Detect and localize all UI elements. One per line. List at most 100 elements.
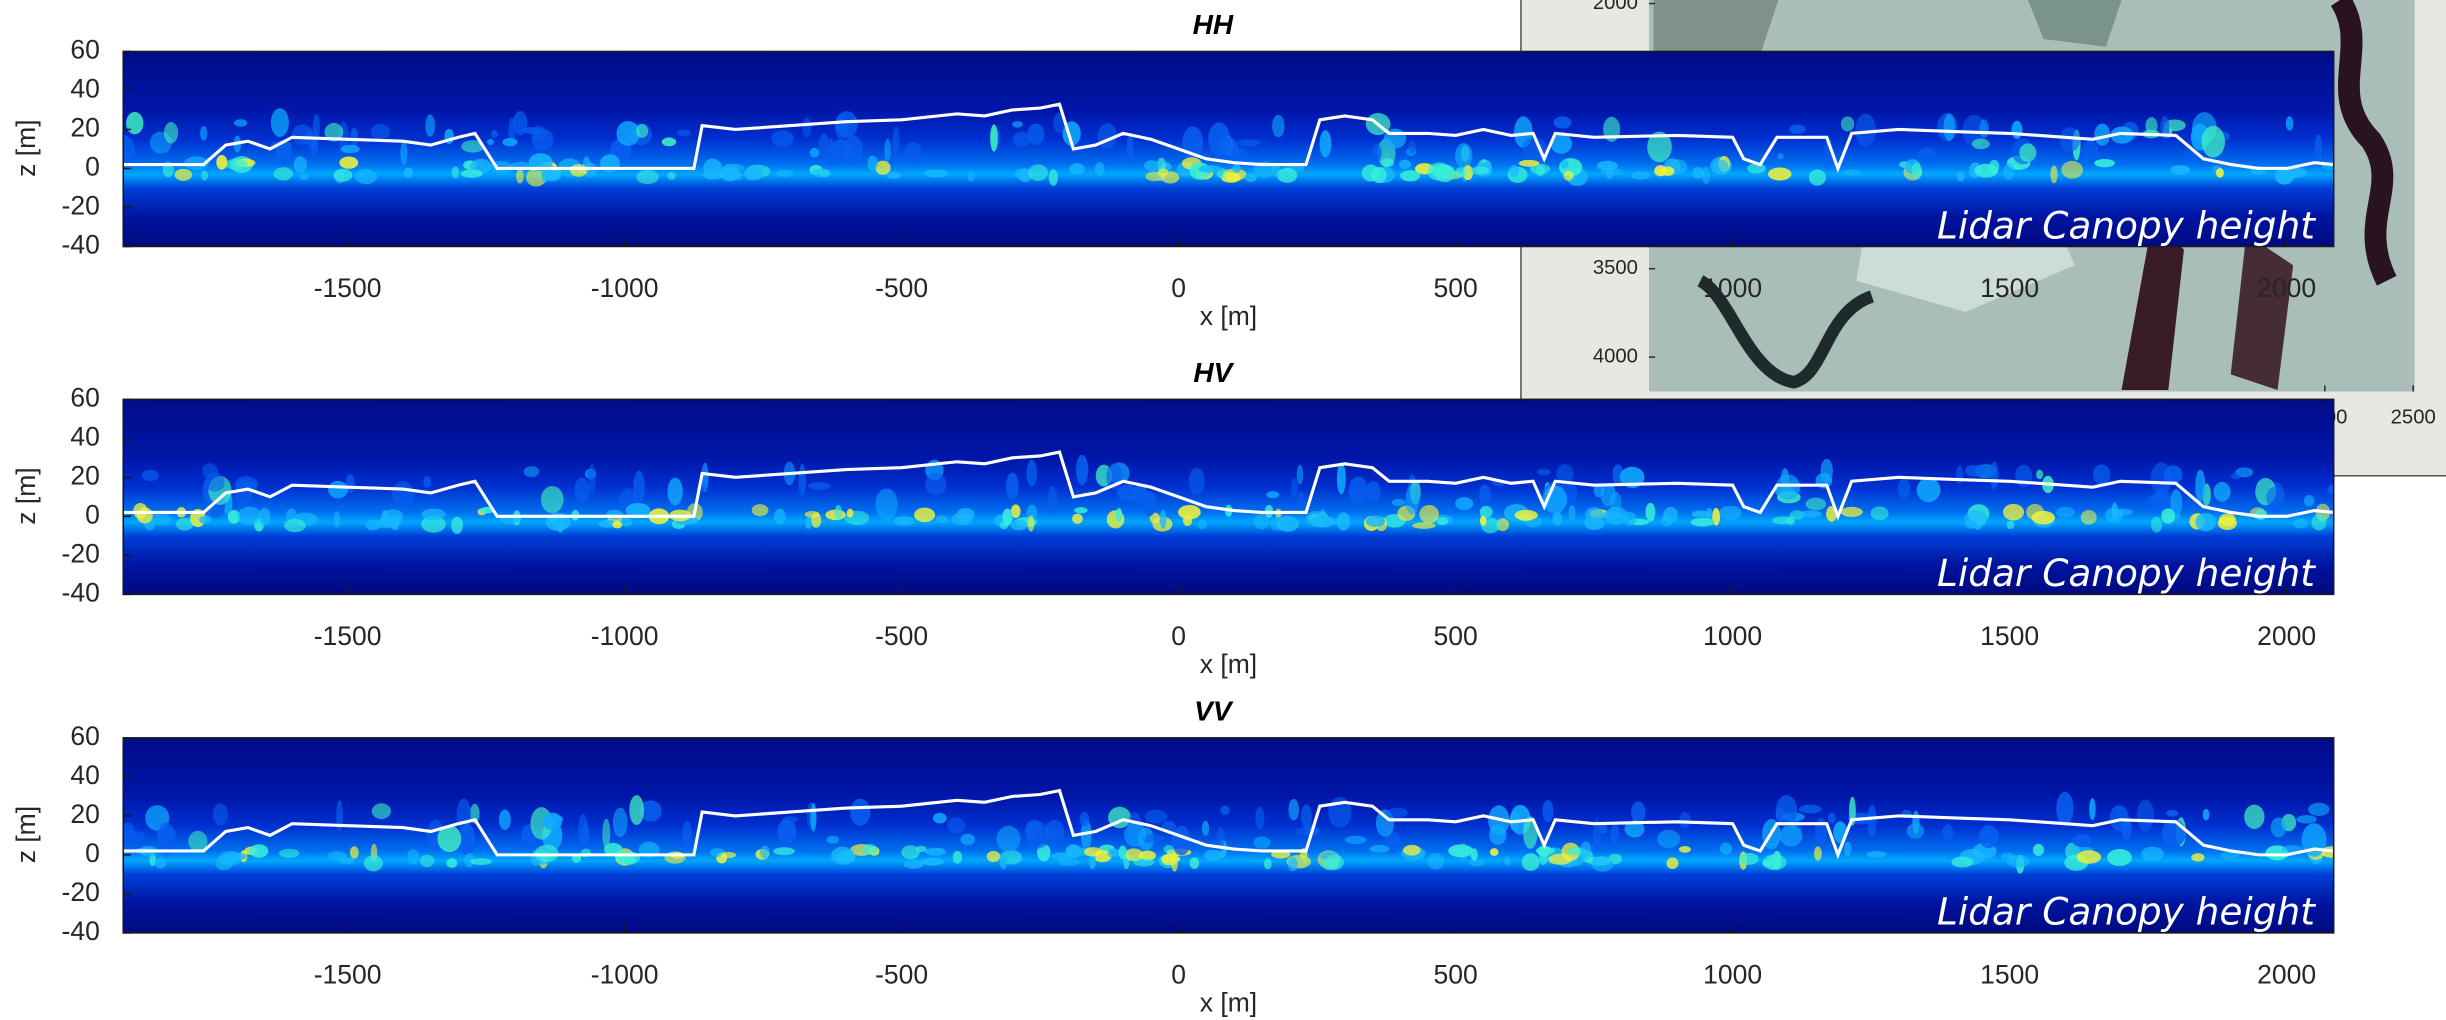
texture-blob (1647, 131, 1672, 163)
texture-blob (2296, 815, 2317, 824)
texture-blob (227, 509, 241, 524)
texture-blob (1600, 482, 1616, 507)
texture-blob (1779, 825, 1803, 847)
texture-blob (1027, 515, 1035, 532)
texture-blob (875, 160, 891, 175)
texture-blob (299, 173, 309, 181)
texture-blob (1044, 819, 1065, 846)
tomogram-panels: -1500 -1000 -500 0 500 1000 1500 2000-40-200204… (11, 9, 2335, 1018)
texture-blob (811, 168, 832, 178)
x-tick-label: -500 (875, 960, 928, 990)
texture-blob (2220, 851, 2240, 860)
axes-frame (122, 398, 2335, 596)
texture-blob (151, 513, 172, 526)
texture-blob (1897, 478, 1911, 499)
texture-blob (604, 842, 623, 856)
texture-blob (371, 803, 392, 820)
texture-blob (2266, 486, 2283, 508)
image-y-tick-label: 3500 (1593, 257, 1638, 279)
texture-blob (1979, 119, 1989, 138)
texture-blob (1026, 459, 1038, 487)
texture-blob (1427, 852, 1445, 870)
texture-blob (703, 158, 723, 177)
texture-blob (1159, 510, 1167, 529)
texture-blob (1083, 847, 1103, 857)
texture-blob (2059, 127, 2081, 152)
texture-blob (661, 137, 677, 147)
texture-blob (1048, 169, 1059, 186)
texture-blob (2056, 791, 2074, 826)
texture-blob (1028, 164, 1049, 182)
texture-blob (1489, 848, 1499, 856)
texture-blob (1912, 810, 1920, 834)
image-y-tick-label: 4000 (1593, 345, 1638, 367)
texture-blob (2311, 513, 2327, 531)
texture-blob (664, 851, 686, 864)
texture-blob (1514, 509, 1538, 521)
texture-blob (2006, 520, 2015, 530)
texture-blob (633, 470, 645, 505)
y-tick-label: 40 (70, 760, 99, 790)
texture-blob (862, 844, 878, 855)
texture-blob (1624, 820, 1645, 838)
texture-blob (2215, 168, 2224, 178)
texture-blob (123, 822, 135, 837)
texture-blob (1072, 513, 1083, 524)
texture-blob (1012, 121, 1024, 128)
texture-blob (2145, 117, 2158, 135)
texture-blob (1266, 491, 1280, 499)
texture-blob (202, 463, 218, 479)
texture-blob (199, 515, 212, 524)
texture-blob (1679, 811, 1691, 829)
texture-blob (1691, 510, 1710, 518)
texture-blob (1580, 841, 1592, 858)
texture-blob (1956, 171, 1965, 182)
texture-blob (293, 156, 307, 173)
texture-blob (1272, 114, 1285, 138)
texture-blob (1661, 166, 1675, 176)
texture-blob (451, 166, 460, 179)
texture-blob (1563, 170, 1574, 181)
texture-blob (1979, 825, 1999, 849)
texture-blob (1344, 835, 1367, 845)
texture-blob (1518, 159, 1540, 167)
texture-blob (667, 171, 676, 180)
texture-blob (2314, 134, 2323, 165)
texture-blob (312, 114, 320, 140)
texture-blob (2110, 126, 2134, 144)
texture-blob (400, 140, 408, 166)
panel-title: HV (1193, 357, 1234, 388)
texture-blob (1692, 167, 1705, 179)
texture-blob (456, 798, 472, 832)
texture-blob (574, 477, 590, 503)
texture-blob (249, 844, 269, 858)
texture-blob (2036, 469, 2044, 480)
texture-blob (1115, 507, 1123, 522)
backscatter-texture (133, 454, 2334, 534)
texture-blob (2308, 802, 2330, 817)
texture-blob (1479, 505, 1494, 518)
texture-blob (619, 517, 633, 527)
texture-blob (516, 169, 524, 184)
x-tick-label: 1500 (1980, 960, 2039, 990)
texture-blob (1144, 809, 1168, 824)
texture-blob (1223, 168, 1247, 181)
texture-blob (616, 120, 640, 146)
texture-blob (1204, 849, 1223, 861)
texture-blob (743, 166, 764, 181)
texture-blob (924, 847, 947, 856)
texture-blob (1666, 857, 1679, 870)
texture-blob (2270, 817, 2287, 838)
texture-blob (1076, 454, 1089, 486)
texture-blob (1231, 147, 1248, 165)
texture-blob (1074, 507, 1088, 514)
texture-blob (996, 825, 1021, 852)
texture-blob (1231, 164, 1241, 173)
texture-blob (157, 822, 176, 855)
texture-blob (163, 122, 179, 144)
texture-blob (605, 509, 624, 520)
texture-blob (676, 129, 691, 136)
x-tick-label: 2000 (2257, 960, 2316, 990)
x-tick-label: 1500 (1980, 621, 2039, 651)
texture-blob (1296, 464, 1304, 485)
